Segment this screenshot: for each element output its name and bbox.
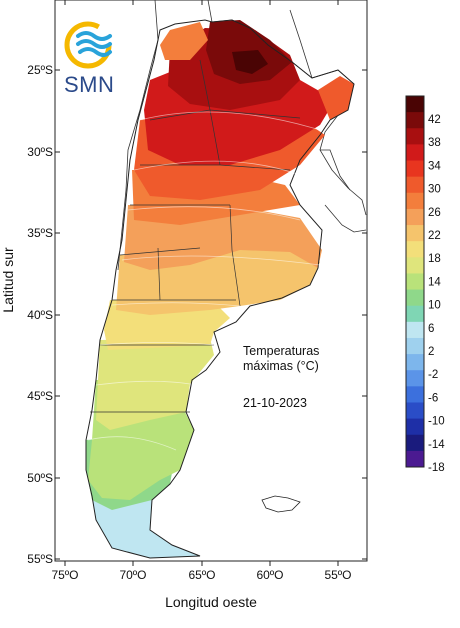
annotation-date: 21-10-2023 bbox=[243, 396, 307, 410]
y-tick-label: 55ºS bbox=[27, 552, 53, 566]
legend-swatch bbox=[406, 289, 424, 307]
legend-swatch bbox=[406, 208, 424, 226]
x-tick-label: 55ºO bbox=[324, 568, 351, 582]
legend-swatch bbox=[406, 305, 424, 323]
temperature-fill bbox=[86, 20, 354, 558]
legend-swatch bbox=[406, 96, 424, 113]
legend-label: 30 bbox=[428, 184, 441, 196]
logo-text: SMN bbox=[64, 72, 114, 97]
legend-label: 10 bbox=[428, 300, 441, 312]
legend-swatch bbox=[406, 434, 424, 452]
legend-label: 42 bbox=[428, 114, 441, 126]
y-tick-label: 50ºS bbox=[27, 471, 53, 485]
argentina-outline bbox=[85, 19, 355, 559]
x-tick-label: 60ºO bbox=[256, 568, 283, 582]
legend-label: 22 bbox=[428, 230, 441, 242]
legend-swatch bbox=[406, 402, 424, 420]
legend-border bbox=[405, 95, 425, 468]
y-tick-label: 45ºS bbox=[27, 389, 53, 403]
legend-label: 14 bbox=[428, 276, 441, 288]
smn-logo: SMN bbox=[64, 21, 114, 97]
legend-label: -18 bbox=[428, 462, 445, 474]
y-tick-label: 30ºS bbox=[27, 145, 53, 159]
isotherms bbox=[87, 111, 321, 451]
x-axis-title: Longitud oeste bbox=[165, 594, 257, 610]
legend-label: 34 bbox=[428, 160, 441, 172]
annotation-title-line2: máximas (°C) bbox=[243, 359, 319, 373]
legend-swatch bbox=[406, 450, 424, 468]
legend-swatch bbox=[406, 257, 424, 274]
x-tick-label: 70ºO bbox=[119, 568, 146, 582]
legend-swatch bbox=[406, 386, 424, 403]
band-misiones bbox=[318, 76, 354, 120]
legend-label: -6 bbox=[428, 392, 438, 404]
x-tick-labels: 75ºO 70ºO 65ºO 60ºO 55ºO bbox=[51, 568, 351, 582]
band-patagonia-yellowgreen bbox=[96, 338, 214, 430]
legend-swatch bbox=[406, 160, 424, 178]
legend-swatch bbox=[406, 321, 424, 339]
legend-label: 26 bbox=[428, 207, 441, 219]
province-borders bbox=[90, 59, 301, 413]
legend-swatch bbox=[406, 144, 424, 162]
legend-label: 6 bbox=[428, 323, 434, 335]
legend-label: 38 bbox=[428, 137, 441, 149]
legend-label: -14 bbox=[428, 439, 445, 451]
y-tick-labels: 25ºS 30ºS 35ºS 40ºS 45ºS 50ºS 55ºS bbox=[27, 63, 53, 566]
band-north-darkest bbox=[232, 50, 268, 74]
legend-swatch bbox=[406, 241, 424, 258]
annotation-title-line1: Temperaturas bbox=[243, 344, 320, 358]
legend-swatch bbox=[406, 176, 424, 194]
x-tick-label: 65ºO bbox=[188, 568, 215, 582]
map-frame bbox=[54, 0, 368, 562]
legend-swatch bbox=[406, 225, 424, 242]
legend-swatch bbox=[406, 370, 424, 387]
legend-label: 2 bbox=[428, 346, 434, 358]
y-tick-label: 25ºS bbox=[27, 63, 53, 77]
legend-swatch bbox=[406, 337, 424, 355]
y-axis-title: Latitud sur bbox=[0, 247, 16, 313]
legend-swatch bbox=[406, 192, 424, 210]
malvinas-islands bbox=[261, 495, 301, 513]
axis-ticks bbox=[55, 0, 367, 566]
legend-swatch bbox=[406, 418, 424, 436]
legend-swatch bbox=[406, 273, 424, 291]
band-northwest-orange bbox=[160, 22, 208, 60]
legend-label: -10 bbox=[428, 416, 445, 428]
legend-swatch bbox=[406, 112, 424, 129]
y-tick-label: 40ºS bbox=[27, 308, 53, 322]
logo-wave-icon bbox=[76, 31, 112, 57]
y-tick-label: 35ºS bbox=[27, 226, 53, 240]
legend-swatch bbox=[406, 354, 424, 371]
legend-swatch bbox=[406, 128, 424, 145]
legend-label: 18 bbox=[428, 253, 441, 265]
x-tick-label: 75ºO bbox=[51, 568, 78, 582]
legend-label: -2 bbox=[428, 369, 438, 381]
color-legend: 42 38 34 30 26 22 18 14 10 6 2 -2 -6 -10 -14 -18 bbox=[405, 95, 445, 474]
